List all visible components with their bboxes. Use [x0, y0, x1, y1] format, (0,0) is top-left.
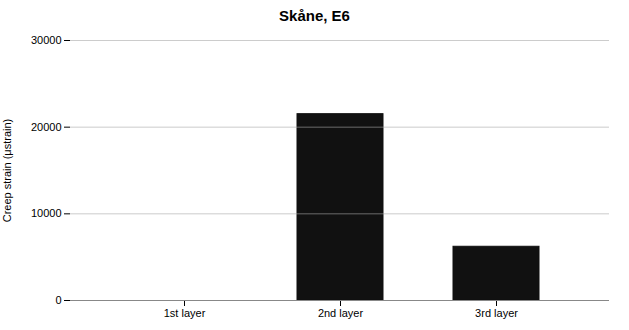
svg-text:10000: 10000	[31, 207, 62, 219]
svg-text:Creep strain (μstrain): Creep strain (μstrain)	[1, 119, 13, 223]
svg-text:30000: 30000	[31, 34, 62, 46]
svg-text:3rd layer: 3rd layer	[475, 307, 518, 319]
svg-text:2nd layer: 2nd layer	[318, 307, 364, 319]
svg-text:1st layer: 1st layer	[164, 307, 206, 319]
html-text:Skåne, E6: Skåne, E6	[279, 7, 350, 24]
svg-text:0: 0	[55, 294, 61, 306]
svg-text:20000: 20000	[31, 121, 62, 133]
